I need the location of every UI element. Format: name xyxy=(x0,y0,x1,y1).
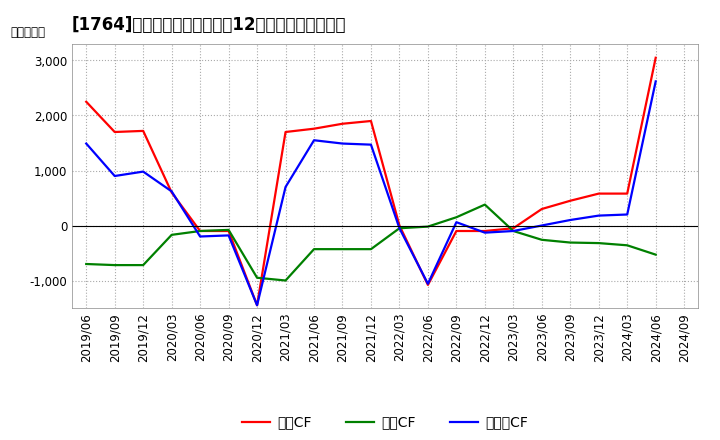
投資CF xyxy=(395,226,404,231)
フリーCF xyxy=(338,141,347,146)
営業CF xyxy=(395,223,404,228)
投資CF xyxy=(167,232,176,238)
投資CF xyxy=(366,246,375,252)
フリーCF xyxy=(537,223,546,228)
フリーCF xyxy=(480,230,489,235)
フリーCF xyxy=(395,226,404,231)
フリーCF xyxy=(310,138,318,143)
フリーCF xyxy=(110,173,119,179)
投資CF xyxy=(310,246,318,252)
フリーCF xyxy=(623,212,631,217)
営業CF xyxy=(366,118,375,124)
営業CF xyxy=(253,303,261,308)
営業CF xyxy=(196,228,204,234)
営業CF xyxy=(225,228,233,234)
投資CF xyxy=(566,240,575,245)
フリーCF xyxy=(566,217,575,223)
投資CF xyxy=(253,275,261,280)
投資CF xyxy=(452,215,461,220)
営業CF xyxy=(595,191,603,196)
フリーCF xyxy=(595,213,603,218)
投資CF xyxy=(110,262,119,268)
投資CF xyxy=(282,278,290,283)
営業CF xyxy=(110,129,119,135)
投資CF xyxy=(82,261,91,267)
投資CF xyxy=(225,227,233,232)
投資CF xyxy=(338,246,347,252)
Line: 営業CF: 営業CF xyxy=(86,58,656,305)
フリーCF xyxy=(282,184,290,190)
Line: 投資CF: 投資CF xyxy=(86,205,656,281)
営業CF xyxy=(139,128,148,134)
投資CF xyxy=(423,224,432,229)
投資CF xyxy=(509,228,518,234)
営業CF xyxy=(480,228,489,234)
フリーCF xyxy=(652,79,660,84)
投資CF xyxy=(652,252,660,257)
投資CF xyxy=(623,243,631,248)
フリーCF xyxy=(452,220,461,225)
フリーCF xyxy=(225,233,233,238)
フリーCF xyxy=(366,142,375,147)
Y-axis label: （百万円）: （百万円） xyxy=(11,26,45,39)
投資CF xyxy=(537,237,546,242)
フリーCF xyxy=(423,281,432,286)
Text: [1764]　キャッシュフローの12か月移動合計の推移: [1764] キャッシュフローの12か月移動合計の推移 xyxy=(72,16,346,34)
フリーCF xyxy=(196,234,204,239)
投資CF xyxy=(595,240,603,246)
Line: フリーCF: フリーCF xyxy=(86,81,656,305)
投資CF xyxy=(480,202,489,207)
営業CF xyxy=(282,129,290,135)
投資CF xyxy=(196,228,204,234)
Legend: 営業CF, 投資CF, フリーCF: 営業CF, 投資CF, フリーCF xyxy=(237,410,534,435)
投資CF xyxy=(139,262,148,268)
フリーCF xyxy=(82,141,91,146)
フリーCF xyxy=(253,303,261,308)
営業CF xyxy=(338,121,347,126)
営業CF xyxy=(310,126,318,131)
営業CF xyxy=(652,55,660,60)
営業CF xyxy=(82,99,91,104)
営業CF xyxy=(537,206,546,212)
営業CF xyxy=(566,198,575,203)
フリーCF xyxy=(139,169,148,174)
営業CF xyxy=(452,228,461,234)
営業CF xyxy=(423,282,432,288)
フリーCF xyxy=(509,228,518,234)
営業CF xyxy=(623,191,631,196)
営業CF xyxy=(509,226,518,231)
フリーCF xyxy=(167,189,176,194)
営業CF xyxy=(167,190,176,195)
